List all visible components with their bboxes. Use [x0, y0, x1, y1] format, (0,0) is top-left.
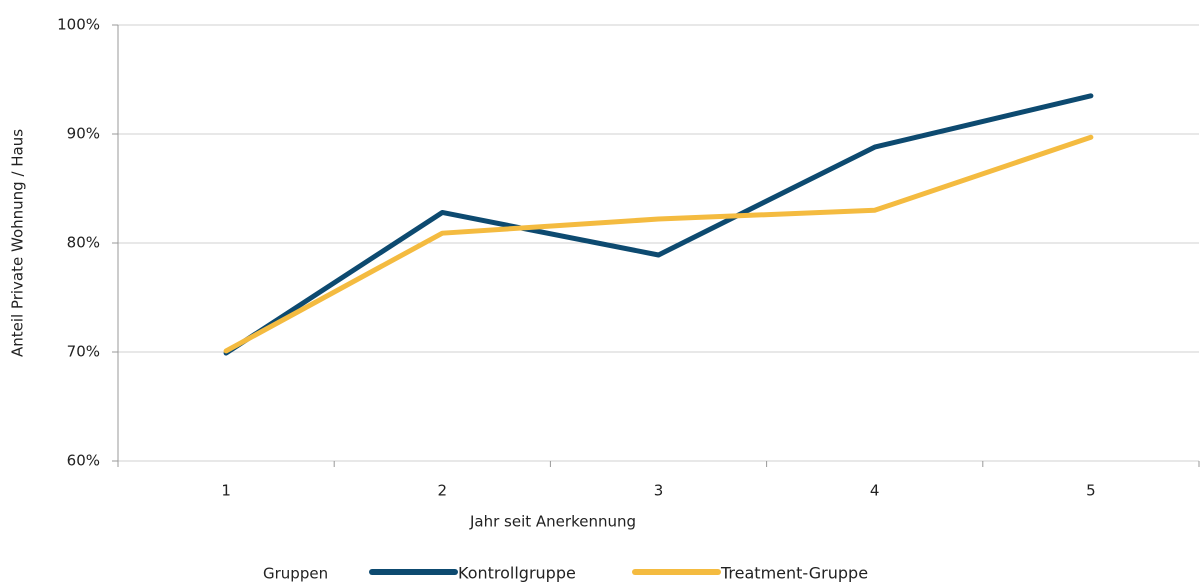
- y-axis-label: Anteil Private Wohnung / Haus: [9, 129, 27, 357]
- legend-title: Gruppen: [263, 565, 328, 583]
- x-tick-label: 2: [438, 482, 448, 500]
- x-tick-label: 5: [1086, 482, 1096, 500]
- y-tick-label: 70%: [67, 343, 100, 361]
- legend-label: Kontrollgruppe: [458, 564, 576, 583]
- x-axis-label: Jahr seit Anerkennung: [469, 513, 636, 531]
- series-line: [223, 93, 1094, 356]
- series-line: [223, 134, 1094, 354]
- x-tick-label: 4: [870, 482, 880, 500]
- legend-label: Treatment-Gruppe: [720, 564, 868, 583]
- y-tick-label: 100%: [57, 16, 100, 34]
- y-tick-label: 60%: [67, 452, 100, 470]
- y-tick-label: 90%: [67, 125, 100, 143]
- x-tick-label: 1: [221, 482, 231, 500]
- x-tick-label: 3: [654, 482, 664, 500]
- y-tick-label: 80%: [67, 234, 100, 252]
